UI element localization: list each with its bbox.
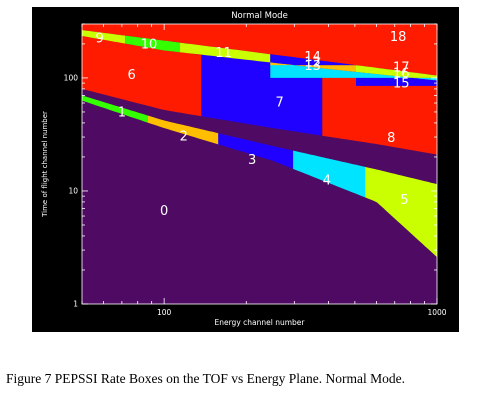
box-label-7: 7 — [275, 96, 283, 111]
y-axis-label: Time of flight channel number — [41, 111, 49, 218]
y-tick-label: 1 — [73, 300, 78, 309]
rate-box-12 — [270, 62, 356, 78]
rate-box-10 — [125, 35, 180, 53]
rate-box-18 — [82, 24, 437, 76]
box-label-13: 13 — [304, 59, 321, 74]
box-label-14: 14 — [304, 50, 321, 65]
rate-box-8 — [322, 68, 437, 155]
box-label-0: 0 — [160, 204, 168, 219]
rate-box-1 — [82, 95, 148, 123]
box-label-9: 9 — [95, 32, 103, 47]
box-label-2: 2 — [180, 130, 188, 145]
box-label-12: 12 — [304, 56, 321, 71]
plot-frame — [81, 23, 438, 305]
rate-box-3 — [218, 133, 294, 169]
box-label-17: 17 — [393, 60, 410, 75]
rate-box-11 — [179, 42, 271, 63]
box-label-4: 4 — [323, 174, 331, 189]
box-label-6: 6 — [127, 68, 135, 83]
rate-box-4 — [293, 150, 366, 198]
box-label-8: 8 — [387, 131, 395, 146]
plot-panel: 0 1 2 3 4 5 6 7 8 9 10 11 12 13 14 15 16 17 18 100 1000 1 10 10… — [32, 7, 459, 332]
box-label-5: 5 — [400, 193, 408, 208]
rate-box-6 — [82, 36, 202, 117]
box-label-16: 16 — [393, 67, 410, 82]
rate-box-14 — [270, 54, 356, 66]
chart-title: Normal Mode — [231, 11, 288, 21]
rate-box-16 — [356, 71, 437, 81]
y-tick-label: 10 — [68, 186, 78, 195]
rate-box-17 — [356, 65, 437, 78]
y-tick-label: 100 — [64, 73, 79, 82]
rate-box-5 — [365, 166, 437, 258]
figure-caption: Figure 7 PEPSSI Rate Boxes on the TOF vs… — [6, 371, 405, 386]
rate-box-13 — [270, 62, 356, 72]
x-tick-label: 100 — [157, 308, 172, 317]
rate-box-2 — [147, 115, 219, 145]
rate-box-9 — [82, 30, 126, 44]
x-axis-label: Energy channel number — [215, 318, 306, 327]
box-label-15: 15 — [393, 77, 410, 92]
box-label-1: 1 — [118, 105, 126, 120]
box-label-11: 11 — [215, 46, 232, 61]
box-label-3: 3 — [248, 153, 256, 168]
box-label-10: 10 — [141, 38, 158, 53]
x-tick-label: 1000 — [427, 308, 446, 317]
box-label-18: 18 — [390, 30, 407, 45]
